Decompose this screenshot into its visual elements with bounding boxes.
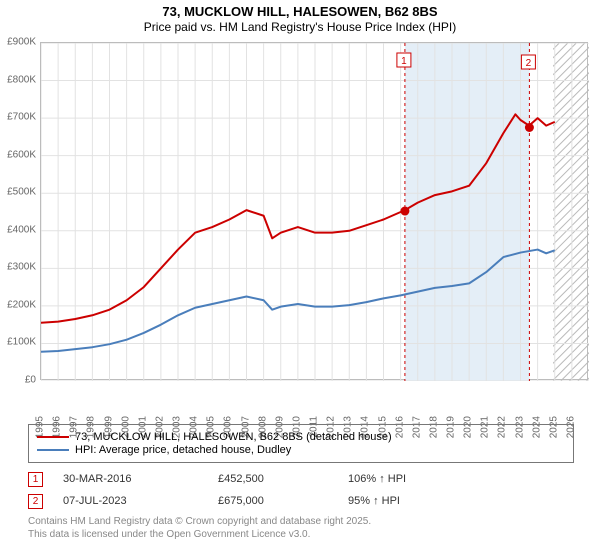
legend-item: HPI: Average price, detached house, Dudl…	[37, 444, 565, 456]
y-tick-label: £400K	[7, 224, 36, 235]
svg-text:2: 2	[526, 58, 532, 69]
sale-pct: 106% ↑ HPI	[348, 473, 488, 485]
sales-table: 1 30-MAR-2016£452,500106% ↑ HPI 2 07-JUL-20…	[28, 468, 574, 512]
sale-price: £675,000	[218, 495, 348, 507]
y-tick-label: £700K	[7, 112, 36, 123]
legend-text: HPI: Average price, detached house, Dudl…	[75, 444, 291, 456]
legend-swatch	[37, 436, 69, 438]
sale-pct: 95% ↑ HPI	[348, 495, 488, 507]
y-tick-label: £200K	[7, 299, 36, 310]
x-axis: 1995199619971998199920002001200220032004…	[40, 382, 588, 424]
svg-text:1: 1	[401, 56, 407, 67]
legend: 73, MUCKLOW HILL, HALESOWEN, B62 8BS (de…	[28, 424, 574, 463]
y-tick-label: £900K	[7, 37, 36, 48]
y-axis: £0£100K£200K£300K£400K£500K£600K£700K£80…	[0, 42, 38, 380]
y-tick-label: £0	[25, 375, 36, 386]
chart-container: 73, MUCKLOW HILL, HALESOWEN, B62 8BS Pri…	[0, 0, 600, 560]
legend-swatch	[37, 449, 69, 451]
title-address: 73, MUCKLOW HILL, HALESOWEN, B62 8BS	[0, 4, 600, 19]
footer-line2: This data is licensed under the Open Gov…	[28, 529, 371, 542]
y-tick-label: £500K	[7, 187, 36, 198]
y-tick-label: £300K	[7, 262, 36, 273]
y-tick-label: £600K	[7, 149, 36, 160]
plot-area: 12	[40, 42, 588, 380]
legend-item: 73, MUCKLOW HILL, HALESOWEN, B62 8BS (de…	[37, 431, 565, 443]
legend-text: 73, MUCKLOW HILL, HALESOWEN, B62 8BS (de…	[75, 431, 392, 443]
y-tick-label: £100K	[7, 337, 36, 348]
chart-svg: 12	[41, 43, 589, 381]
sale-marker-box: 2	[28, 494, 43, 509]
title-block: 73, MUCKLOW HILL, HALESOWEN, B62 8BS Pri…	[0, 0, 600, 34]
sale-row: 1 30-MAR-2016£452,500106% ↑ HPI	[28, 468, 574, 490]
y-tick-label: £800K	[7, 74, 36, 85]
sale-marker-box: 1	[28, 472, 43, 487]
sale-price: £452,500	[218, 473, 348, 485]
sale-date: 30-MAR-2016	[63, 473, 218, 485]
footer: Contains HM Land Registry data © Crown c…	[28, 516, 371, 541]
footer-line1: Contains HM Land Registry data © Crown c…	[28, 516, 371, 529]
title-subtitle: Price paid vs. HM Land Registry's House …	[0, 20, 600, 34]
sale-date: 07-JUL-2023	[63, 495, 218, 507]
sale-row: 2 07-JUL-2023£675,00095% ↑ HPI	[28, 490, 574, 512]
